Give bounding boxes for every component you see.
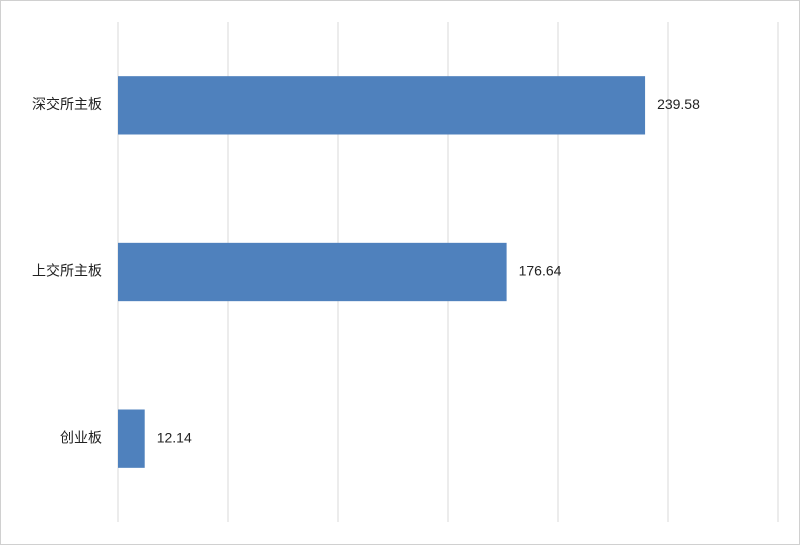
y-tick-label: 深交所主板 [32,96,102,112]
bar [118,242,507,302]
data-label: 176.64 [519,263,562,279]
data-label: 239.58 [657,96,700,112]
y-tick-label: 创业板 [60,429,102,445]
y-tick-label: 上交所主板 [32,263,102,279]
data-label: 12.14 [157,429,192,445]
bar [118,409,145,468]
bar [118,76,646,135]
